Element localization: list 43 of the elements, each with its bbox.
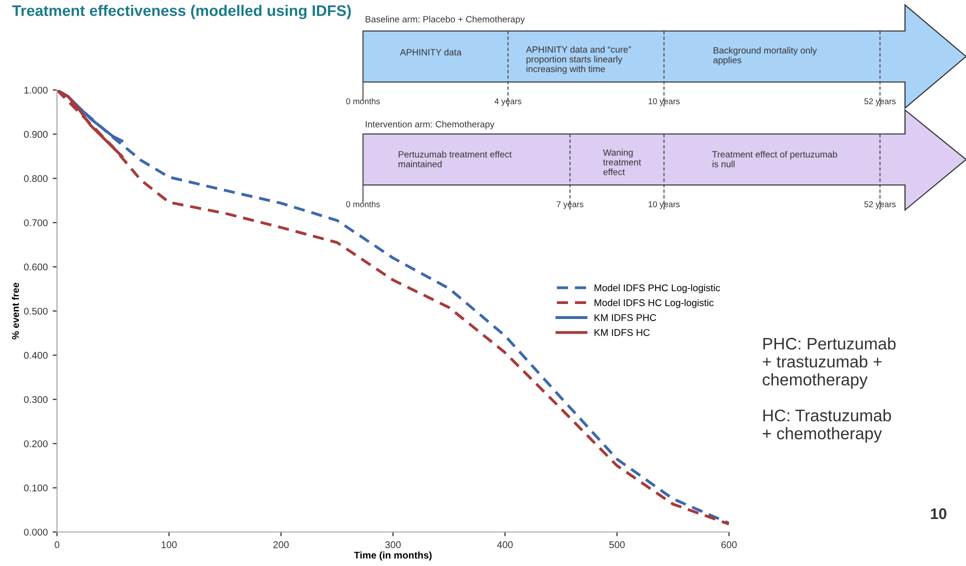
text: 10 [930, 508, 946, 520]
text: PHC: Pertuzumab + trastuzumab + chemotherapy HC: Trastuzumab + chemotherapy [762, 337, 896, 443]
annotation: 10 years [648, 98, 680, 106]
annotation: Pertuzumab treatment effect maintained [398, 150, 512, 168]
x-axis-title: Time (in months) [354, 551, 432, 561]
y-tick-label: 0.700 [24, 219, 48, 226]
annotation: Intervention arm: Chemotherapy [366, 120, 494, 130]
legend-label: Model IDFS HC Log-logistic [594, 299, 714, 308]
x-tick-label: 0 [54, 541, 60, 548]
y-tick-label: 1.000 [24, 86, 48, 94]
y-tick-label: 0.500 [24, 308, 48, 315]
y-tick-label: 0.800 [24, 175, 48, 182]
x-tick-label: 400 [497, 541, 513, 548]
x-tick-label: 600 [721, 541, 737, 548]
annotation: 0 months [346, 201, 380, 208]
annotation: 0 months [346, 98, 380, 104]
text: APHINITY data and “cure” proportion starts linearly increasing with time [526, 46, 631, 74]
y-tick-label: 0.100 [24, 484, 48, 492]
y-tick-label: 0.000 [24, 528, 48, 536]
legend-label: KM IDFS PHC [594, 314, 656, 322]
annotation: 10 years [648, 201, 680, 209]
y-tick-label: 0.300 [24, 396, 48, 404]
annotation: 4 years [494, 98, 522, 106]
y-axis-title: % event free [12, 282, 19, 340]
x-tick-label: 300 [385, 541, 401, 548]
text: 52 years [864, 98, 896, 106]
x-tick-label: 200 [273, 541, 289, 548]
text: APHINITY data [400, 48, 462, 56]
y-tick-label: 0.200 [24, 440, 48, 448]
y-tick-label: 0.400 [24, 352, 48, 359]
annotation: Treatment effect of pertuzumab is null [712, 150, 838, 168]
annotation: Waning treatment effect [603, 149, 642, 176]
legend-label: KM IDFS HC [594, 329, 650, 336]
annotation: 7 years [556, 201, 584, 209]
x-tick-label: 500 [609, 541, 625, 548]
legend-label: Model IDFS PHC Log-logistic [594, 284, 720, 294]
text: Baseline arm: Placebo + Chemotherapy [366, 16, 525, 24]
x-tick-label: 100 [162, 541, 177, 548]
chart-title: Treatment effectiveness (modelled using IDFS) [12, 4, 351, 20]
text: Background mortality only applies [713, 46, 817, 66]
y-tick-label: 0.900 [24, 130, 48, 138]
text: 52 years [864, 201, 896, 209]
y-tick-label: 0.600 [24, 264, 48, 270]
